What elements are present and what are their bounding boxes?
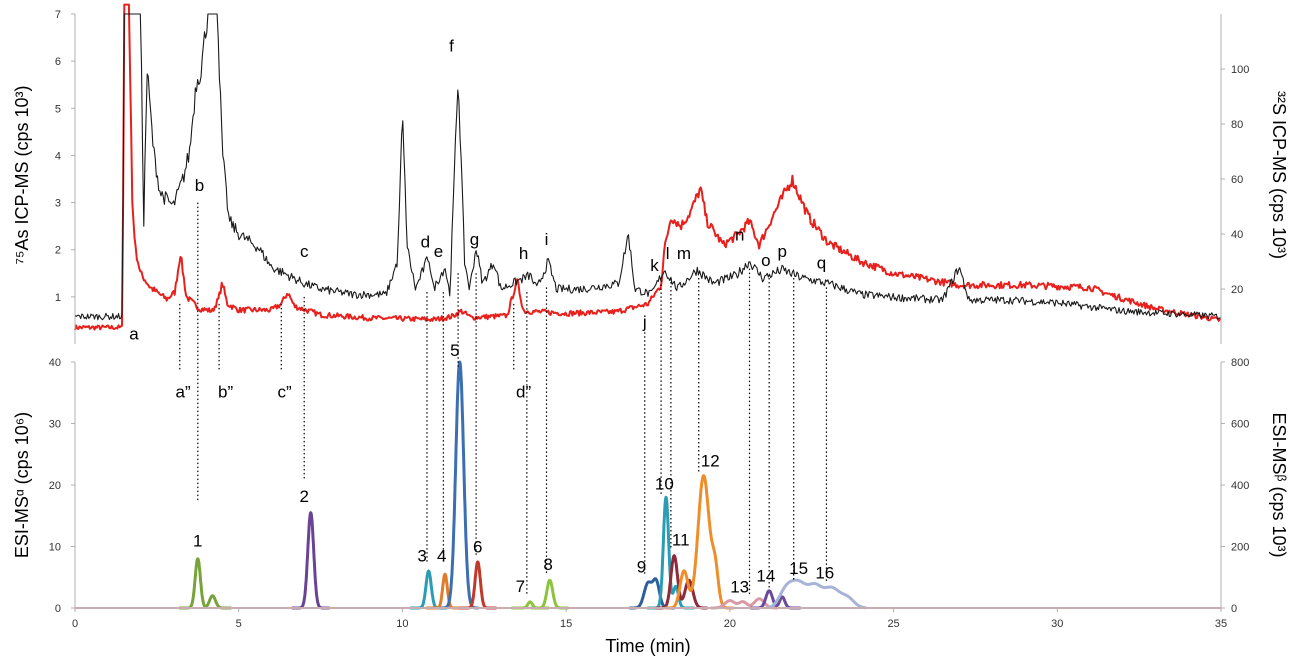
bottom-left-tick-label: 30 [49, 419, 61, 431]
peak-label-i: i [545, 230, 549, 249]
compound-label-5: 5 [450, 341, 459, 360]
peak-label-m: m [677, 244, 691, 263]
top-left-tick-label: 4 [55, 150, 61, 162]
bottom-left-tick-label: 10 [49, 542, 61, 554]
compound-label-12: 12 [701, 452, 720, 471]
compound-label-3: 3 [417, 546, 426, 565]
x-tick-label: 15 [560, 618, 572, 630]
bottom-right-tick-label: 0 [1231, 603, 1237, 615]
peak-label-k: k [650, 256, 659, 275]
compound-peak-5 [440, 360, 480, 610]
top-right-tick-label: 100 [1231, 64, 1249, 76]
top-left-tick-label: 1 [55, 292, 61, 304]
peak-label-d”: d” [516, 383, 531, 402]
compound-label-2: 2 [299, 487, 308, 506]
peak-label-b”: b” [218, 383, 233, 402]
peak-label-a”: a” [175, 383, 190, 402]
axes: 1234567204060801000102030400200400600800… [49, 9, 1250, 630]
compound-peak-6 [458, 560, 498, 610]
top-left-tick-label: 7 [55, 9, 61, 21]
peak-label-e: e [434, 242, 443, 261]
peak-label-a: a [129, 324, 139, 343]
top-right-tick-label: 80 [1231, 119, 1243, 131]
top-right-axis-title: ³²S ICP-MS (cps 10³) [1269, 91, 1289, 259]
x-tick-label: 20 [724, 618, 736, 630]
peak-label-b: b [195, 176, 204, 195]
compound-peak-8 [530, 578, 570, 610]
compound-label-10: 10 [655, 474, 674, 493]
compound-peak-2 [291, 511, 331, 610]
compound-label-13: 13 [730, 578, 749, 597]
compound-label-11: 11 [672, 530, 690, 549]
top-left-tick-label: 6 [55, 56, 61, 68]
top-right-tick-label: 40 [1231, 229, 1243, 241]
compound-peak-12 [664, 474, 735, 610]
compound-label-1: 1 [193, 532, 202, 551]
compound-label-7: 7 [516, 577, 525, 596]
peak-label-c: c [300, 242, 309, 261]
x-tick-label: 25 [887, 618, 899, 630]
compound-peak-1 [178, 557, 232, 610]
peak-label-g: g [470, 230, 479, 249]
x-tick-label: 5 [236, 618, 242, 630]
peak-alignment-guides [179, 202, 828, 596]
bottom-right-tick-label: 600 [1231, 419, 1249, 431]
compound-label-6: 6 [473, 538, 482, 557]
top-left-tick-label: 2 [55, 245, 61, 257]
peak-label-j: j [642, 313, 647, 332]
compound-label-4: 4 [437, 546, 446, 565]
compound-label-9: 9 [637, 557, 646, 576]
compound-label-15: 15 [789, 559, 808, 578]
compound-label-14: 14 [756, 567, 775, 586]
peak-label-d: d [421, 232, 430, 251]
x-tick-label: 35 [1215, 618, 1227, 630]
peak-label-p: p [778, 242, 787, 261]
bottom-left-tick-label: 40 [49, 357, 61, 369]
compound-peak-15 [766, 578, 867, 610]
arsenic-trace [74, 3, 1222, 331]
peak-label-n: n [735, 225, 744, 244]
peak-label-o: o [761, 251, 770, 270]
bottom-left-axis-title: ESI-MSᵅ (cps 10⁶) [12, 412, 32, 558]
compound-peak-13 [710, 597, 779, 610]
x-tick-label: 10 [396, 618, 408, 630]
bottom-right-tick-label: 400 [1231, 480, 1249, 492]
top-right-tick-label: 20 [1231, 284, 1243, 296]
top-left-tick-label: 5 [55, 103, 61, 115]
bottom-right-tick-label: 800 [1231, 357, 1249, 369]
peak-label-c”: c” [277, 383, 292, 402]
bottom-right-tick-label: 200 [1231, 542, 1249, 554]
sulfur-trace [74, 13, 1222, 321]
compound-label-8: 8 [543, 555, 552, 574]
top-left-tick-label: 3 [55, 198, 61, 210]
peak-label-h: h [519, 244, 528, 263]
top-left-axis-title: ⁷⁵As ICP-MS (cps 10³) [12, 86, 32, 265]
x-axis-title: Time (min) [605, 636, 690, 656]
peak-label-q: q [817, 254, 826, 273]
compound-label-16: 16 [815, 563, 834, 582]
x-tick-label: 30 [1051, 618, 1063, 630]
bottom-left-tick-label: 0 [55, 603, 61, 615]
top-right-tick-label: 60 [1231, 174, 1243, 186]
top-panel-icp-ms: a b c d e f g hi j kl m no p q [74, 3, 1222, 343]
peak-label-f: f [449, 37, 454, 56]
x-tick-label: 0 [72, 618, 78, 630]
peak-label-l: l [666, 244, 670, 263]
bottom-right-axis-title: ESI-MSᵝ (cps 10³) [1269, 413, 1289, 558]
bottom-left-tick-label: 20 [49, 480, 61, 492]
